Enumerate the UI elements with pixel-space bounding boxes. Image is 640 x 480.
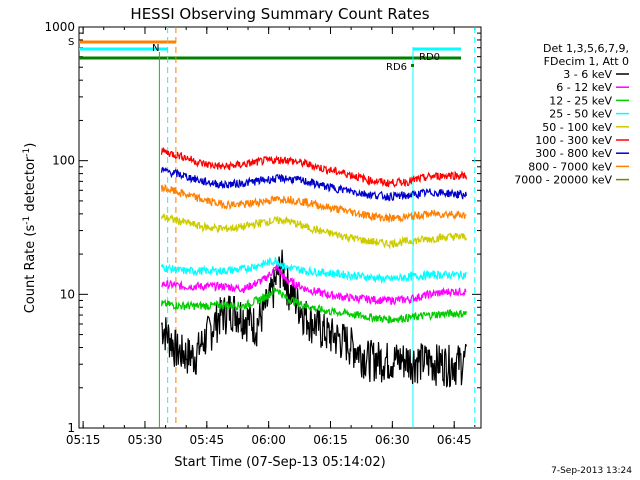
legend-header-line-1: Det 1,3,5,6,7,9, [543, 42, 629, 55]
y-axis-label-main: Count Rate (s [23, 225, 38, 314]
x-tick-label: 06:00 [251, 433, 286, 447]
series-line [161, 263, 467, 306]
series-line [160, 147, 467, 188]
legend-entry-label: 50 - 100 keV [542, 121, 612, 134]
series-line [160, 184, 467, 223]
annotation-label: RD6 [386, 62, 407, 73]
legend-entry-label: 6 - 12 keV [556, 81, 612, 94]
x-tick-label: 05:30 [128, 433, 163, 447]
x-tick-label: 06:15 [313, 433, 348, 447]
legend-entry-label: 7000 - 20000 keV [514, 174, 612, 187]
footer-timestamp: 7-Sep-2013 13:24 [551, 466, 632, 476]
y-axis-label-sup1: -1 [22, 216, 32, 225]
annotation-label: RD0 [419, 52, 440, 63]
x-axis-label: Start Time (07-Sep-13 05:14:02) [174, 455, 385, 470]
markers-layer: S N RD0 RD6 [68, 27, 476, 428]
y-tick-label: 100 [52, 154, 75, 168]
chart-title: HESSI Observing Summary Count Rates [130, 5, 429, 23]
annotation-label: N [152, 43, 159, 54]
series-layer [160, 147, 467, 388]
legend-entry-label: 300 - 800 keV [535, 147, 612, 160]
x-tick-label: 05:15 [66, 433, 101, 447]
series-line [160, 166, 467, 202]
legend-entry-label: 25 - 50 keV [549, 108, 612, 121]
plot-frame-group [78, 26, 482, 429]
annotation-label: S [68, 37, 74, 48]
series-line [160, 256, 467, 285]
x-tick-label: 06:30 [375, 433, 410, 447]
plot-frame [78, 26, 482, 429]
attenuator-dot [411, 64, 414, 67]
series-line [160, 212, 467, 250]
legend-entry-label: 800 - 7000 keV [528, 160, 612, 173]
series-line [160, 249, 467, 388]
legend-entry-label: 12 - 25 keV [549, 94, 612, 107]
x-tick-label: 06:45 [437, 433, 472, 447]
legend-header-line-2: FDecim 1, Att 0 [544, 55, 629, 68]
legend-entry-label: 3 - 6 keV [563, 68, 612, 81]
y-axis-label-end: ) [23, 143, 38, 148]
legend: Det 1,3,5,6,7,9, FDecim 1, Att 0 3 - 6 k… [514, 42, 629, 187]
x-axis: 05:15 05:30 05:45 06:00 06:15 06:30 06:45 [66, 27, 476, 447]
series-line [160, 285, 467, 324]
x-tick-label: 05:45 [190, 433, 225, 447]
legend-entry-label: 100 - 300 keV [535, 134, 612, 147]
y-axis-label-mid: detector [23, 156, 38, 216]
y-tick-label: 10 [60, 287, 75, 301]
y-tick-label: 1000 [44, 20, 75, 34]
y-axis-label-sup2: -1 [22, 148, 32, 157]
y-tick-label: 1 [67, 421, 75, 435]
y-axis-label: Count Rate (s-1 detector-1) [22, 143, 38, 314]
